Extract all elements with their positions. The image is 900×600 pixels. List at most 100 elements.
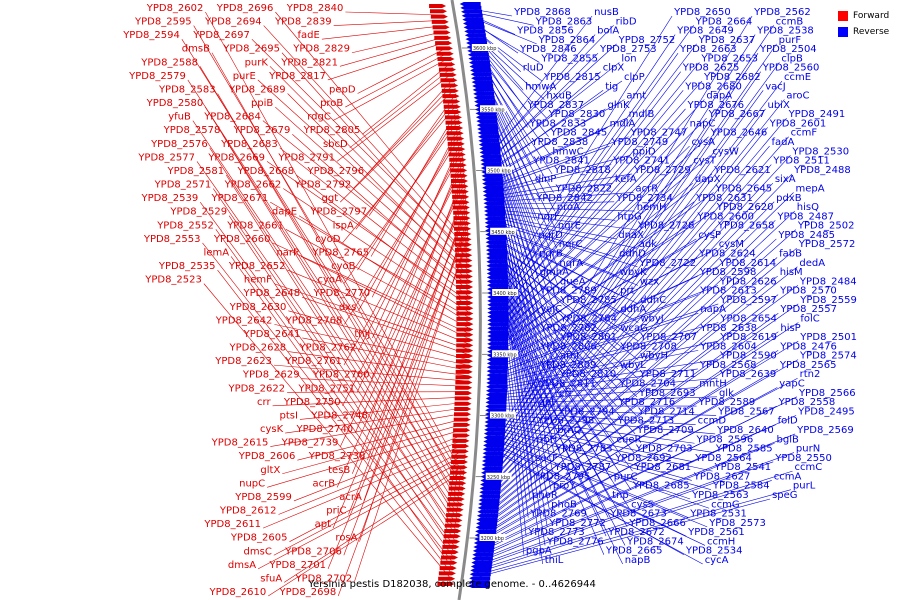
reverse-gene-glyph [460, 5, 482, 10]
connector-line-reverse [474, 489, 792, 576]
gene-label-reverse: YPD8_2864 [538, 35, 596, 46]
reverse-gene-glyph [486, 259, 508, 264]
forward-gene-glyph [455, 269, 473, 274]
reverse-gene-glyph [486, 376, 508, 381]
connector-line-reverse [486, 90, 604, 176]
gene-label-reverse: mepA [796, 183, 825, 194]
forward-gene-glyph [450, 178, 468, 183]
gene-label-forward: sbcD [323, 139, 348, 150]
connector-line-forward [362, 61, 453, 135]
gene-label-reverse: YPD8_2704 [618, 379, 676, 390]
connector-line-forward [295, 174, 471, 309]
gene-label-reverse: phoR [532, 490, 558, 501]
gene-label-reverse: YPD8_2639 [719, 369, 777, 380]
connector-line-reverse [490, 238, 619, 333]
gene-label-reverse: YPD8_2502 [797, 221, 855, 232]
gene-label-reverse: YPD8_2833 [529, 118, 587, 129]
gene-label-reverse: YPD8_2685 [632, 481, 690, 492]
gene-label-reverse: YPD8_2624 [698, 248, 756, 259]
connector-line-forward [205, 106, 461, 513]
gene-label-forward: YPD8_2738 [308, 451, 366, 462]
reverse-gene-glyph [485, 400, 507, 405]
gene-label-forward: YPD8_2661 [226, 220, 284, 231]
gene-label-reverse: nqrC [559, 239, 583, 250]
connector-line-forward [272, 242, 471, 335]
gene-label-reverse: speG [772, 490, 797, 501]
reverse-gene-glyph [479, 154, 501, 159]
forward-gene-glyph [438, 67, 456, 72]
gene-label-forward: YPD8_2683 [220, 139, 278, 150]
gene-label-reverse: proY [553, 481, 576, 492]
tick-label-bg [485, 472, 512, 480]
gene-label-reverse: cycA [705, 555, 729, 566]
gene-label-forward: YPD8_2706 [284, 546, 342, 557]
gene-label-reverse: YPD8_2650 [673, 7, 731, 18]
legend-swatch-reverse [838, 27, 848, 37]
gene-label-reverse: vacJ [765, 81, 786, 92]
reverse-gene-glyph [483, 205, 505, 210]
connector-line-reverse [488, 201, 615, 205]
gene-label-reverse: YPD8_2682 [703, 72, 761, 83]
gene-label-reverse: amt [626, 91, 646, 102]
connector-line-forward [301, 378, 470, 387]
gene-label-forward: YPD8_2611 [203, 519, 261, 530]
gene-label-forward: dapE [272, 207, 297, 218]
gene-label-reverse: YPD8_2776 [546, 536, 604, 547]
connector-line-reverse [478, 387, 778, 549]
connector-line-forward [336, 197, 467, 488]
forward-gene-glyph [455, 369, 473, 374]
gene-label-reverse: YPD8_2584 [712, 481, 770, 492]
gene-label-reverse: YPD8_2868 [513, 7, 571, 18]
forward-gene-glyph [451, 184, 469, 189]
reverse-gene-glyph [484, 212, 506, 217]
gene-label-forward: YPD8_2629 [242, 370, 300, 381]
gene-label-reverse: mntH [699, 379, 727, 390]
forward-gene-glyph [455, 274, 473, 279]
gene-label-reverse: YPD8_2619 [719, 332, 777, 343]
gene-label-forward: YPD8_2615 [211, 438, 269, 449]
gene-label-reverse: cysA [692, 137, 716, 148]
reverse-gene-glyph [482, 447, 504, 452]
reverse-gene-glyph [484, 220, 506, 225]
gene-label-forward: dmsC [244, 546, 272, 557]
connector-line-reverse [481, 257, 778, 515]
gene-label-forward: YPD8_2529 [169, 207, 227, 218]
gene-label-forward: YPD8_2817 [268, 71, 326, 82]
gene-label-reverse: fadA [772, 137, 795, 148]
forward-gene-glyph [455, 279, 473, 284]
connector-line-forward [273, 364, 470, 382]
reverse-gene-glyph [470, 564, 492, 569]
connector-line-reverse [479, 331, 779, 535]
connector-line-reverse [491, 247, 717, 365]
connector-line-reverse [479, 340, 799, 537]
reverse-gene-glyph [487, 310, 509, 315]
connector-line-reverse [475, 452, 795, 566]
forward-gene-glyph [453, 210, 471, 215]
forward-gene-glyph [455, 385, 473, 390]
reverse-gene-glyph [481, 462, 503, 467]
gene-label-forward: YPD8_2539 [141, 193, 199, 204]
gene-label-forward: YPD8_2694 [204, 17, 262, 28]
tick-label: 3350 kbp [493, 352, 517, 358]
reverse-gene-glyph [482, 451, 504, 456]
gene-label-forward: YPD8_2740 [296, 424, 354, 435]
gene-label-forward: rdgC [307, 112, 331, 123]
gene-label-reverse: queA [560, 276, 586, 287]
connector-line-reverse [487, 15, 753, 451]
tick-label: 3450 kbp [491, 230, 515, 236]
connector-line-forward [349, 67, 453, 149]
forward-gene-glyph [451, 189, 469, 194]
forward-gene-glyph [445, 518, 463, 523]
gene-label-reverse: ccmA [774, 471, 802, 482]
gene-label-forward: YPD8_2750 [283, 397, 341, 408]
connector-line-reverse [487, 127, 608, 186]
gene-label-forward: YPD8_2595 [134, 17, 192, 28]
reverse-gene-glyph [477, 126, 499, 131]
gene-label-reverse: YPD8_2666 [628, 518, 686, 529]
connector-line-reverse [490, 248, 619, 370]
reverse-gene-glyph [464, 33, 486, 38]
gene-label-forward: YPD8_2579 [128, 71, 186, 82]
gene-label-reverse: kefA [615, 174, 637, 185]
gene-label-reverse: YPD8_2476 [779, 341, 837, 352]
forward-gene-glyph [452, 205, 470, 210]
